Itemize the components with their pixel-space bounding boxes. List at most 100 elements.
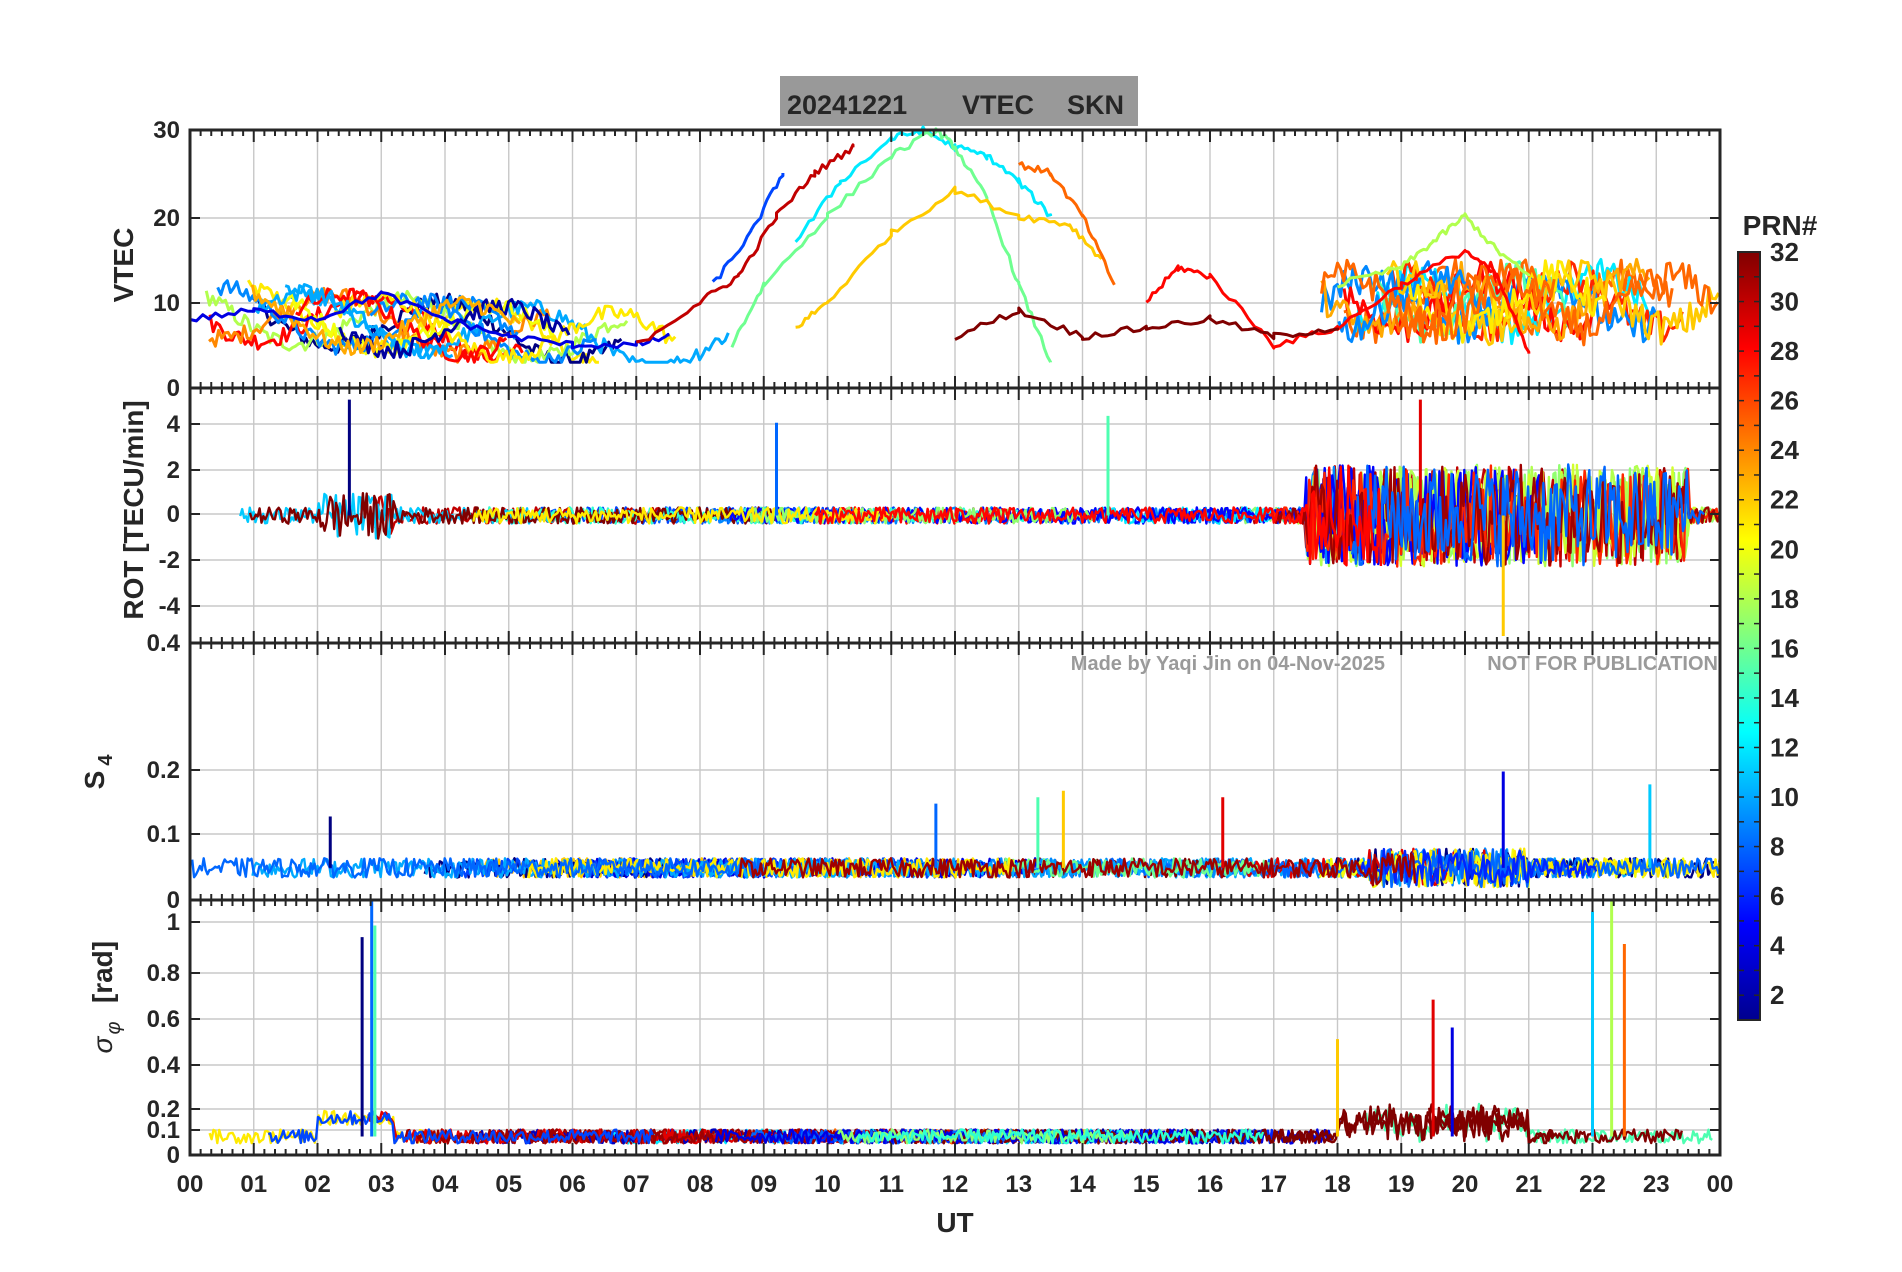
title-banner: 20241221 VTEC SKN xyxy=(780,76,1138,126)
y-tick-label: -2 xyxy=(159,547,180,574)
x-tick-label: 20 xyxy=(1452,1171,1479,1198)
traces xyxy=(208,900,1713,1145)
title-station: SKN xyxy=(1067,90,1124,120)
x-tick-label: 00 xyxy=(177,1171,204,1198)
trace-prn-11 xyxy=(239,492,559,540)
trace-prn-31 xyxy=(737,852,1417,887)
trace-prn-7 xyxy=(267,1110,654,1145)
x-tick-label: 21 xyxy=(1515,1171,1542,1198)
colorbar-tick-label: 4 xyxy=(1770,931,1785,961)
title-background xyxy=(780,76,1138,126)
colorbar-tick-label: 2 xyxy=(1770,980,1784,1010)
x-tick-label: 13 xyxy=(1005,1171,1032,1198)
vtec-trace xyxy=(338,298,571,360)
y-tick-label: 10 xyxy=(153,290,180,317)
x-tick-label: 22 xyxy=(1579,1171,1606,1198)
title-date: 20241221 xyxy=(787,90,907,120)
colorbar-tick-label: 20 xyxy=(1770,534,1799,564)
colorbar-gradient xyxy=(1737,251,1761,1021)
vtec-trace xyxy=(250,292,623,364)
y-tick-label: 0 xyxy=(167,375,180,402)
y-tick-label: 0.2 xyxy=(147,757,180,784)
vtec-trace xyxy=(1385,259,1720,347)
vtec-panel: 30 20 10 xyxy=(153,117,1722,390)
y-tick-label: 0.1 xyxy=(147,1117,180,1144)
colorbar-tick-label: 10 xyxy=(1770,782,1799,812)
vtec-trace xyxy=(1320,257,1651,341)
title-quantity: VTEC xyxy=(962,90,1034,120)
colorbar-tick-label: 26 xyxy=(1770,386,1799,416)
sigma-ylabel-phi: φ xyxy=(103,1021,125,1034)
y-tick-label: 0.4 xyxy=(147,630,181,657)
s4-ylabel-subscript: 4 xyxy=(95,754,117,766)
y-tick-label: 2 xyxy=(167,457,180,484)
colorbar-tick-label: 24 xyxy=(1770,435,1799,465)
x-tick-label: 17 xyxy=(1260,1171,1287,1198)
y-tick-label: 1 xyxy=(167,909,180,936)
colorbar-tick-label: 18 xyxy=(1770,584,1799,614)
s4-ylabel: S 4 xyxy=(79,754,117,790)
y-tick-label: 0.6 xyxy=(147,1006,180,1033)
x-tick-label: 06 xyxy=(559,1171,586,1198)
x-ticks xyxy=(189,900,1721,1155)
y-tick-label: 20 xyxy=(153,205,180,232)
x-tick-label: 03 xyxy=(368,1171,395,1198)
trace-prn-28 xyxy=(814,464,1383,567)
sigma-phi-panel: 1 0.8 0.6 0.4 0.20.10 xyxy=(147,898,1722,1169)
vtec-ylabel: VTEC xyxy=(108,228,139,303)
colorbar-tick-label: 14 xyxy=(1770,683,1799,713)
x-tick-label: 14 xyxy=(1069,1171,1096,1198)
colorbar-tick-label: 16 xyxy=(1770,633,1799,663)
x-tick-label: 09 xyxy=(750,1171,777,1198)
y-tick-label: 0.4 xyxy=(147,1052,181,1079)
y-tick-label: 0.1 xyxy=(147,821,180,848)
x-tick-label: 10 xyxy=(814,1171,841,1198)
rot-panel: 0 4 2 0 -2 -4 xyxy=(159,375,1722,645)
y-tick-label: 4 xyxy=(167,411,181,438)
trace-prn-17 xyxy=(746,506,1098,525)
colorbar-tick-label: 22 xyxy=(1770,485,1799,515)
traces xyxy=(191,771,1720,889)
x-tick-label: 02 xyxy=(304,1171,331,1198)
vtec-trace xyxy=(1394,258,1719,347)
colorbar-tick-label: 6 xyxy=(1770,881,1784,911)
y-tick-label: 0 xyxy=(167,501,180,528)
x-tick-label: 18 xyxy=(1324,1171,1351,1198)
vtec-series-prn-25 xyxy=(1018,161,1116,286)
x-tick-label: 23 xyxy=(1643,1171,1670,1198)
sigma-ylabel-sigma: σ xyxy=(87,1035,118,1053)
trace-prn-17 xyxy=(837,1128,1132,1145)
traces xyxy=(239,399,1720,637)
x-tick-label: 11 xyxy=(879,1171,904,1198)
vtec-trace xyxy=(250,284,454,360)
colorbar-tick-label: 28 xyxy=(1770,336,1799,366)
s4-panel: 0.4 0.2 0.1 0 xyxy=(147,630,1722,914)
vtec-series-prn-32 xyxy=(954,306,1339,341)
traces xyxy=(189,125,1720,364)
vtec-series-prn-30 xyxy=(635,143,855,344)
x-tick-label: 07 xyxy=(623,1171,650,1198)
y-tick-label: 30 xyxy=(153,117,180,144)
colorbar-tick-label: 8 xyxy=(1770,832,1784,862)
sigma-ylabel-unit: [rad] xyxy=(87,941,118,1003)
colorbar-tick-label: 32 xyxy=(1770,237,1799,267)
y-tick-label: -4 xyxy=(159,593,181,620)
colorbar-tick-label: 30 xyxy=(1770,287,1799,317)
x-tick-label: 12 xyxy=(942,1171,969,1198)
x-tick-label: 08 xyxy=(687,1171,714,1198)
vtec-series-prn-4 xyxy=(189,290,670,350)
x-tick-label: 19 xyxy=(1388,1171,1415,1198)
vtec-trace xyxy=(334,290,677,364)
y-tick-label: 0 xyxy=(167,887,180,914)
watermark-credit: Made by Yaqi Jin on 04-Nov-2025 xyxy=(1071,653,1385,675)
x-tick-label: 05 xyxy=(495,1171,522,1198)
trace-prn-6 xyxy=(1358,847,1598,888)
trace-prn-8 xyxy=(191,857,762,879)
trace-prn-14 xyxy=(856,1128,1265,1145)
rot-ylabel: ROT [TECU/min] xyxy=(118,400,149,619)
vtec-trace xyxy=(208,286,552,364)
vtec-series-prn-22 xyxy=(795,185,1104,329)
y-tick-label: 0 xyxy=(167,1142,180,1169)
